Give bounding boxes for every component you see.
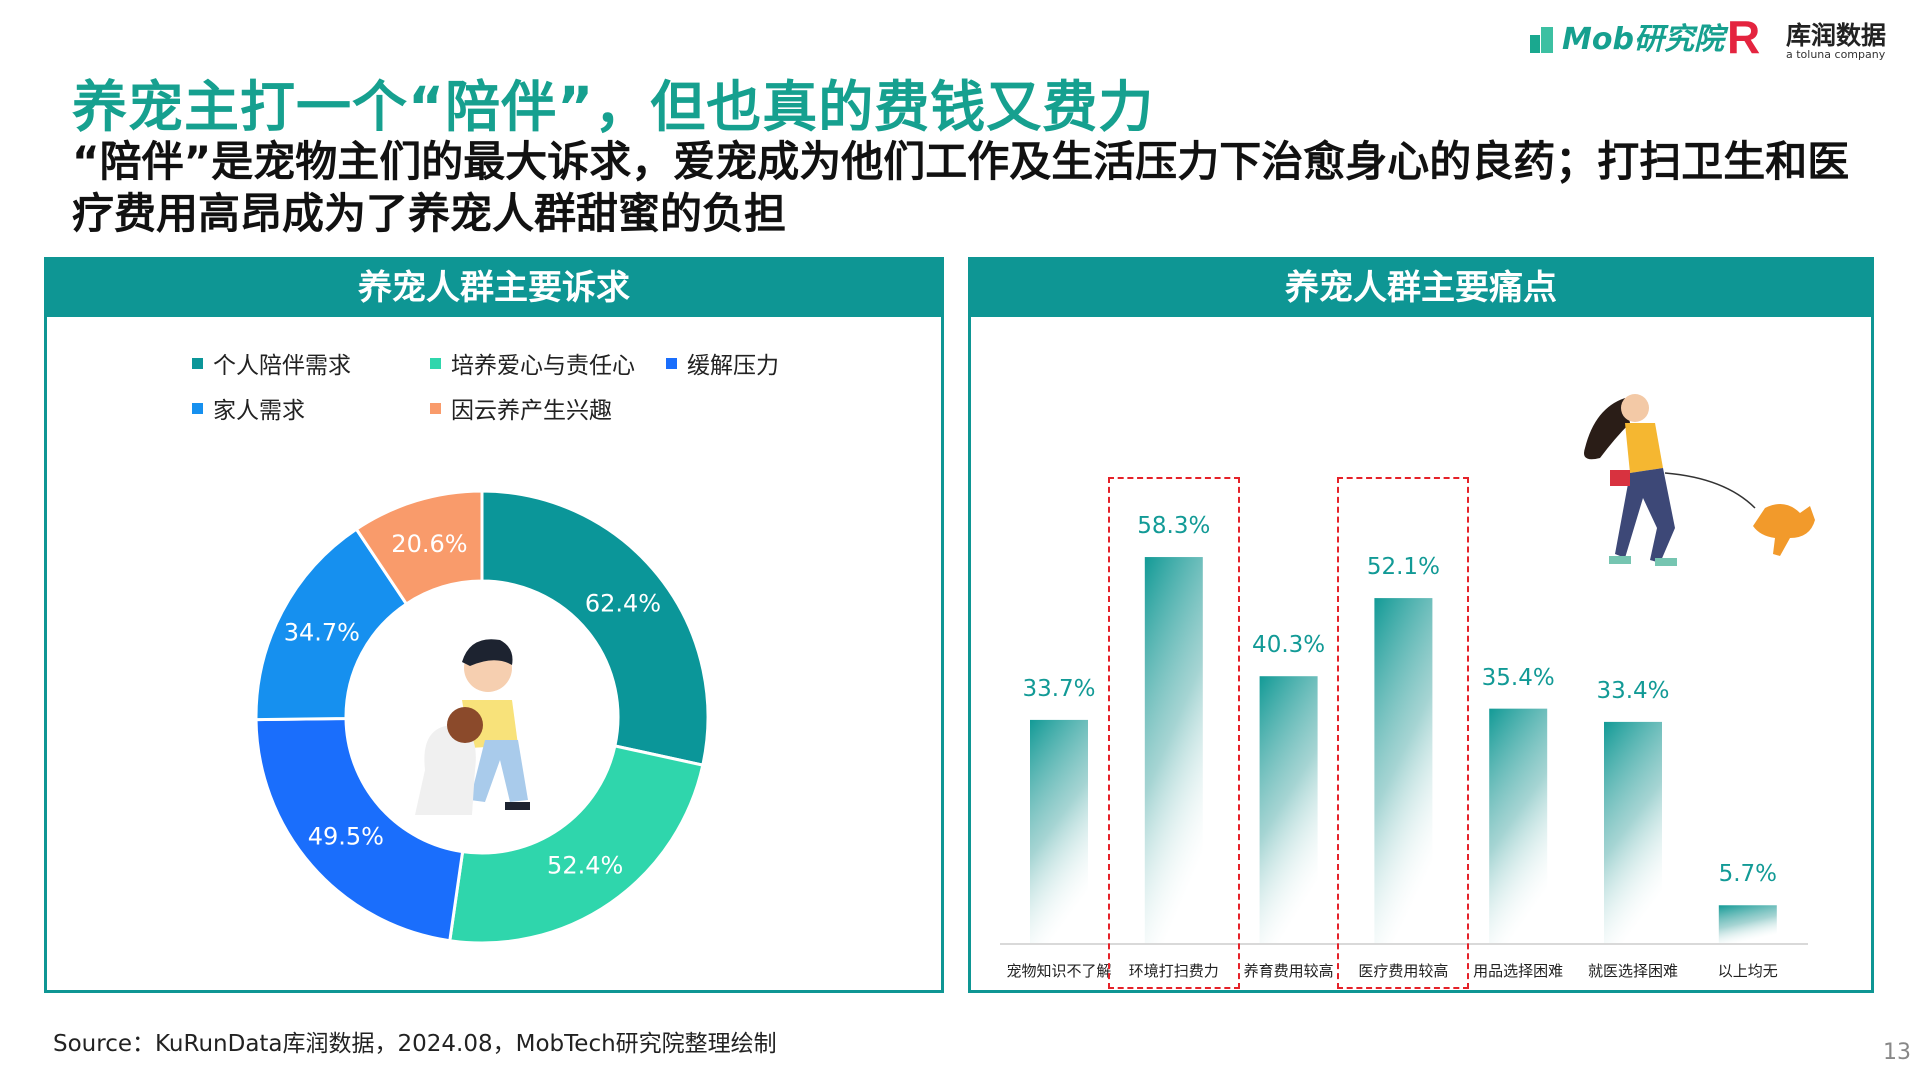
bar-category-label: 环境打扫费力	[1128, 962, 1219, 980]
painpoints-panel: 养宠人群主要痛点	[968, 257, 1874, 993]
donut-slice	[448, 744, 705, 945]
bar-category-label: 医疗费用较高	[1358, 962, 1449, 980]
legend-swatch	[192, 402, 203, 414]
slice-label: 52.4%	[547, 852, 623, 880]
demands-panel-title: 养宠人群主要诉求	[47, 260, 941, 317]
legend-item: 个人陪伴需求	[192, 346, 351, 380]
bar-value-label: 33.7%	[1022, 675, 1096, 702]
legend-label: 个人陪伴需求	[213, 353, 351, 379]
legend-item: 缓解压力	[666, 346, 779, 380]
bar-category-label: 养育费用较高	[1243, 962, 1334, 980]
kurun-logo-text: 库润数据	[1786, 21, 1887, 50]
mob-logo: Mob研究院	[1528, 14, 1724, 58]
bar-category-label: 用品选择困难	[1473, 962, 1564, 980]
bar-value-label: 35.4%	[1481, 664, 1555, 691]
bar	[1374, 598, 1433, 943]
bar-category-label: 就医选择困难	[1587, 962, 1679, 980]
bar-value-label: 5.7%	[1718, 861, 1778, 888]
bar-category-label: 以上均无	[1717, 962, 1778, 980]
painpoints-panel-title: 养宠人群主要痛点	[971, 260, 1871, 317]
bar-value-label: 52.1%	[1366, 554, 1440, 581]
bar	[1718, 905, 1777, 943]
building-icon	[1530, 27, 1553, 53]
legend-label: 缓解压力	[687, 353, 779, 379]
bar-value-label: 40.3%	[1252, 632, 1326, 659]
source-note: Source：KuRunData库润数据，2024.08，MobTech研究院整…	[53, 1031, 777, 1057]
woman-walking-dog-illustration	[1584, 394, 1815, 566]
mob-logo-text: Mob研究院	[1562, 22, 1724, 57]
bar-category-label: 宠物知识不了解	[1006, 962, 1112, 980]
legend-swatch	[666, 357, 677, 369]
demands-panel: 养宠人群主要诉求	[44, 257, 944, 993]
donut-slice	[254, 717, 465, 943]
legend-label: 因云养产生兴趣	[451, 398, 612, 424]
slice-label: 20.6%	[391, 530, 467, 558]
slice-label: 34.7%	[284, 619, 360, 647]
bar	[1604, 721, 1662, 943]
legend-swatch	[192, 357, 203, 369]
bar	[1489, 708, 1548, 943]
legend-swatch	[430, 402, 441, 414]
legend-item: 因云养产生兴趣	[430, 391, 612, 425]
legend-item: 家人需求	[192, 391, 305, 425]
slice-label: 62.4%	[585, 589, 661, 617]
highlight-box	[1337, 477, 1470, 989]
bar	[1030, 719, 1088, 943]
bar-value-label: 33.4%	[1596, 677, 1670, 704]
bar	[1144, 557, 1203, 943]
page-number: 13	[1883, 1040, 1911, 1065]
slice-label: 49.5%	[308, 822, 384, 850]
legend-item: 培养爱心与责任心	[430, 346, 635, 380]
page-subtitle: “陪伴”是宠物主们的最大诉求，爱宠成为他们工作及生活压力下治愈身心的良药；打扫卫…	[72, 137, 1850, 238]
bar-value-label: 58.3%	[1137, 513, 1211, 540]
donut-slice	[354, 489, 484, 607]
page-title: 养宠主打一个“陪伴”，但也真的费钱又费力	[72, 75, 1155, 139]
kurun-logo-subtext: a toluna company	[1786, 48, 1886, 61]
boy-with-dog-illustration	[415, 639, 530, 815]
legend-label: 培养爱心与责任心	[451, 353, 635, 379]
highlight-box	[1107, 477, 1240, 989]
legend-swatch	[430, 357, 441, 369]
legend-label: 家人需求	[213, 398, 305, 424]
donut-slice	[480, 489, 710, 767]
kurun-logo-mark: R	[1727, 11, 1761, 63]
bar	[1259, 676, 1318, 943]
